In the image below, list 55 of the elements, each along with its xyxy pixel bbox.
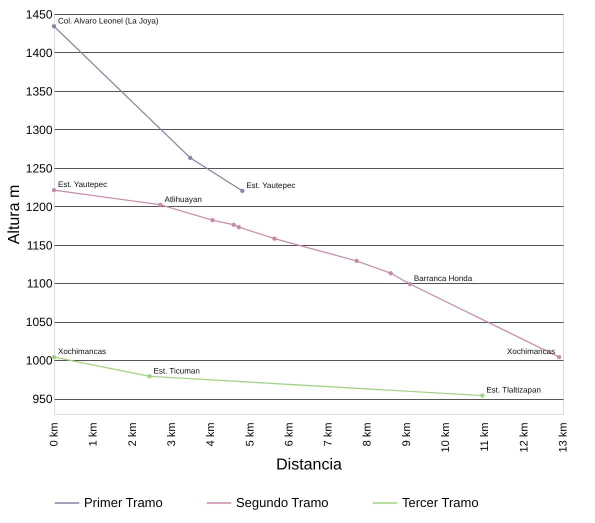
point [210,218,215,222]
x-tick-label: 13 km [558,422,570,452]
point [388,271,393,276]
x-tick-label: 5 km [244,422,256,446]
point [408,282,412,286]
point [480,393,484,398]
y-tick-label: 1300 [26,122,53,137]
annotation: Col. Alvaro Leonel (La Joya) [58,16,159,26]
point [52,354,56,360]
x-tick-label: 3 km [166,422,178,446]
y-tick-label: 1450 [26,8,53,22]
y-tick-label: 1000 [26,354,53,368]
x-tick-label: 7 km [322,422,335,446]
x-tick-label: 9 km [400,422,413,446]
x-tick-label: 6 km [283,422,296,446]
annotation: Est. Tlaltizapan [486,386,541,395]
point [236,224,241,230]
y-tick-label: 1400 [26,46,53,60]
legend-label: Segundo Tramo [236,495,329,510]
y-tick-label: 1100 [26,276,53,291]
annotation: Est. Yautepec [246,180,296,190]
point [240,188,244,194]
x-tick-label: 12 km [518,422,530,452]
y-tick-label: 1200 [26,200,53,214]
y-tick-label: 1350 [26,84,53,98]
annotation: Xochimancas [58,347,106,356]
point [52,188,56,192]
y-tick-label: 1250 [26,161,53,176]
annotation: Est. Yautepec [58,180,108,190]
point [556,354,562,360]
point [272,236,277,241]
x-axis-title: Distancia [276,456,342,474]
x-tick-label: 2 km [126,422,139,446]
x-tick-label: 11 km [479,422,492,452]
x-tick-label: 8 km [362,422,374,446]
annotation: Est. Ticuman [154,366,200,376]
point [232,222,236,227]
y-axis-title: Altura m [6,184,23,244]
annotation: Xochimancas [507,347,556,356]
annotation: Barranca Honda [414,274,473,283]
point [147,374,152,378]
point [188,156,192,160]
point [52,24,56,28]
x-tick-label: 10 km [440,422,452,452]
x-tick-label: 1 km [88,422,100,446]
y-tick-label: 1150 [26,238,53,252]
point [354,258,359,264]
x-tick-label: 0 km [48,422,60,446]
legend-label: Primer Tramo [84,495,163,510]
x-tick-label: 4 km [205,422,218,446]
legend-label: Tercer Tramo [402,495,479,510]
y-tick-label: 950 [32,392,53,406]
point [158,202,163,207]
y-tick-label: 1050 [26,315,53,330]
annotation: Atlihuayan [164,194,202,204]
